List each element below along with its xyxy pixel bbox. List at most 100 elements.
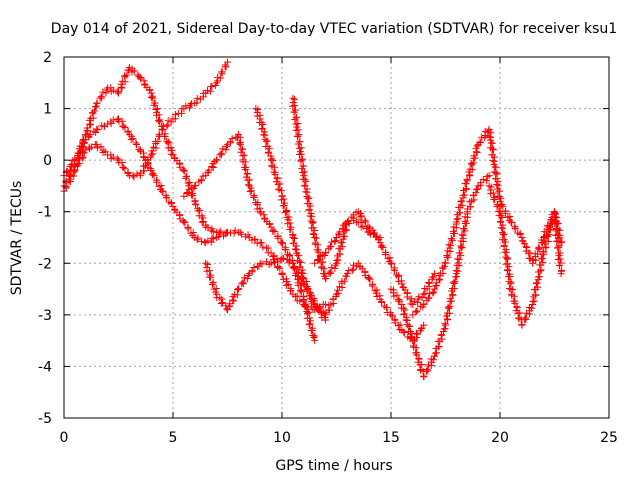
data-point-interp xyxy=(257,209,265,217)
data-point-interp xyxy=(336,228,344,236)
y-axis-label: SDTVAR / TECUs xyxy=(9,181,25,296)
data-point-interp xyxy=(140,77,148,85)
data-point-interp xyxy=(209,159,217,167)
data-point-interp xyxy=(271,258,279,266)
data-point-interp xyxy=(516,309,524,317)
data-point-interp xyxy=(197,177,205,185)
data-point-interp xyxy=(447,241,455,249)
data-point xyxy=(409,301,417,309)
data-point-interp xyxy=(426,290,434,298)
data-point-interp xyxy=(171,110,179,118)
data-point-interp xyxy=(420,372,428,380)
data-point-interp xyxy=(445,241,453,249)
data-point-interp xyxy=(550,213,558,221)
data-point-interp xyxy=(338,243,346,251)
data-point-interp xyxy=(279,239,287,247)
data-point-interp xyxy=(334,256,342,264)
data-point-interp xyxy=(301,181,309,189)
data-point-interp xyxy=(505,263,513,271)
data-point-interp xyxy=(429,289,437,297)
data-point-interp xyxy=(429,356,437,364)
data-point-interp xyxy=(281,208,289,216)
data-point-interp xyxy=(468,161,476,169)
data-point xyxy=(256,208,264,216)
data-point-interp xyxy=(459,225,467,233)
series-arc-5 xyxy=(202,254,319,345)
data-point-interp xyxy=(219,299,227,307)
data-point-interp xyxy=(209,279,217,287)
data-point-interp xyxy=(539,258,547,266)
data-point-interp xyxy=(290,108,298,116)
data-point-interp xyxy=(301,168,309,176)
data-point-interp xyxy=(294,126,302,134)
data-point-interp xyxy=(497,194,505,202)
data-point-interp xyxy=(71,166,79,174)
data-point-interp xyxy=(479,175,487,183)
data-point-interp xyxy=(117,80,125,88)
data-point-interp xyxy=(235,285,243,293)
data-point-interp xyxy=(198,218,206,226)
data-point-interp xyxy=(113,155,121,163)
data-point-interp xyxy=(334,289,342,297)
data-point-interp xyxy=(266,220,274,228)
data-point-interp xyxy=(345,220,353,228)
data-point-interp xyxy=(338,238,346,246)
data-point-interp xyxy=(326,243,334,251)
x-tick-label: 10 xyxy=(273,430,291,446)
data-point-interp xyxy=(366,230,374,238)
data-point-interp xyxy=(114,88,122,96)
data-point-interp xyxy=(314,248,322,256)
data-point-interp xyxy=(552,210,560,218)
data-point-interp xyxy=(339,224,347,232)
data-point-interp xyxy=(167,118,175,126)
data-point-interp xyxy=(155,130,163,138)
chart-title: Day 014 of 2021, Sidereal Day-to-day VTE… xyxy=(51,21,617,37)
data-point-interp xyxy=(377,243,385,251)
data-point-interp xyxy=(316,304,324,312)
data-point-interp xyxy=(499,231,507,239)
data-point-interp xyxy=(431,349,439,357)
data-point-interp xyxy=(322,274,330,282)
data-point-interp xyxy=(209,228,217,236)
data-point-interp xyxy=(179,217,187,225)
data-point-interp xyxy=(292,271,300,279)
data-point-interp xyxy=(493,203,501,211)
data-point-interp xyxy=(148,147,156,155)
data-point-interp xyxy=(285,259,293,267)
data-point-interp xyxy=(420,300,428,308)
data-point-interp xyxy=(243,169,251,177)
data-point-interp xyxy=(92,103,100,111)
data-point-interp xyxy=(292,120,300,128)
data-point-interp xyxy=(511,224,519,232)
data-point-interp xyxy=(551,213,559,221)
data-point-interp xyxy=(520,240,528,248)
data-point-interp xyxy=(167,150,175,158)
y-tick-label: -4 xyxy=(38,359,52,375)
axis-ticks xyxy=(63,56,610,419)
data-point xyxy=(147,166,155,174)
data-point-interp xyxy=(241,165,249,173)
data-point-interp xyxy=(553,237,561,245)
data-point-interp xyxy=(140,167,148,175)
data-point-interp xyxy=(86,145,94,153)
data-point-interp xyxy=(483,173,491,181)
data-point-interp xyxy=(533,279,541,287)
data-point-interp xyxy=(443,252,451,260)
data-point-interp xyxy=(320,310,328,318)
data-point-interp xyxy=(148,171,156,179)
data-point-interp xyxy=(276,264,284,272)
data-point-interp xyxy=(334,286,342,294)
data-point xyxy=(529,259,537,267)
data-point xyxy=(256,259,264,267)
data-point-interp xyxy=(444,253,452,261)
data-point-interp xyxy=(469,159,477,167)
data-point-interp xyxy=(230,297,238,305)
data-point-interp xyxy=(429,273,437,281)
data-point-interp xyxy=(295,144,303,152)
data-point-interp xyxy=(97,93,105,101)
data-point-interp xyxy=(80,149,88,157)
data-point-interp xyxy=(309,299,317,307)
data-point-interp xyxy=(497,202,505,210)
data-point-interp xyxy=(364,273,372,281)
data-point-interp xyxy=(326,268,334,276)
